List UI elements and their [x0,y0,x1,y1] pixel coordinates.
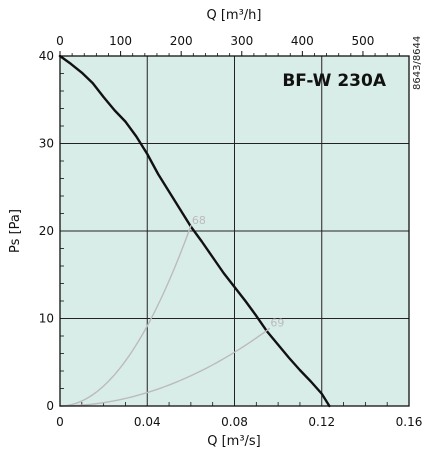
y-tick-label: 40 [39,49,54,63]
y-tick-label: 20 [39,224,54,238]
x-tick-label: 0.08 [221,415,248,429]
y-axis-label: Ps [Pa] [8,209,23,253]
grid-lines [60,56,409,406]
fan-curve-line [58,54,331,408]
x2-tick-label: 100 [109,34,132,48]
x2-tick-label: 0 [56,34,64,48]
x2-tick-label: 400 [291,34,314,48]
system-curve-label: 69 [270,317,284,330]
chart-title: BF-W 230A [282,71,386,91]
curves-layer: 68 69 [58,54,331,408]
x2-tick-label: 500 [351,34,374,48]
plot-frame [59,55,410,407]
x2-tick-label: 200 [170,34,193,48]
side-note: 8643/8644 [412,36,423,90]
y-tick-label: 10 [39,312,54,326]
x2-axis-label: Q [m³/h] [206,8,261,23]
system-curve-line [59,225,192,407]
x-axis-label: Q [m³/s] [207,434,261,449]
system-curve-line [59,327,271,407]
x-tick-label: 0 [56,415,64,429]
minor-tick-marks [59,51,400,406]
x-tick-label: 0.12 [308,415,335,429]
y-tick-label: 30 [39,137,54,151]
x-tick-label: 0.16 [396,415,423,429]
y-tick-label: 0 [46,399,54,413]
x2-tick-label: 300 [230,34,253,48]
x-tick-label: 0.04 [134,415,161,429]
system-curve-label: 68 [192,214,206,227]
